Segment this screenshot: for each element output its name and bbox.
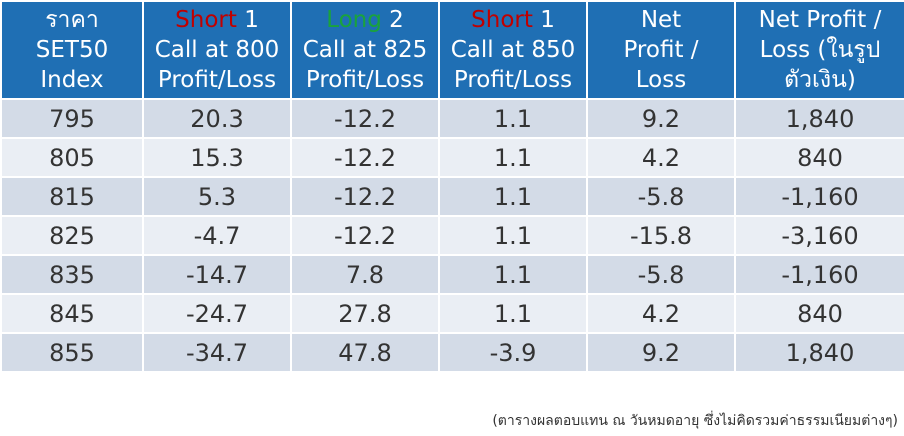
table-row: 845 -24.7 27.8 1.1 4.2 840 <box>0 293 904 334</box>
table-row: 805 15.3 -12.2 1.1 4.2 840 <box>0 137 904 178</box>
cell-net: 9.2 <box>586 332 736 373</box>
cell-net: -5.8 <box>586 176 736 217</box>
cell-short-800: -4.7 <box>142 215 292 256</box>
position-long-label: Long <box>326 7 382 33</box>
table-row: 855 -34.7 47.8 -3.9 9.2 1,840 <box>0 332 904 373</box>
cell-net-baht: -1,160 <box>734 254 904 295</box>
cell-short-850: 1.1 <box>438 215 588 256</box>
cell-net-baht: 1,840 <box>734 332 904 373</box>
cell-net: 9.2 <box>586 98 736 139</box>
cell-short-850: 1.1 <box>438 293 588 334</box>
cell-net-baht: 840 <box>734 293 904 334</box>
cell-short-850: -3.9 <box>438 332 588 373</box>
header-set50-index: ราคา SET50 Index <box>0 0 144 100</box>
cell-net-baht: -3,160 <box>734 215 904 256</box>
cell-long-825: 7.8 <box>290 254 440 295</box>
cell-short-800: -14.7 <box>142 254 292 295</box>
cell-long-825: 27.8 <box>290 293 440 334</box>
cell-short-800: -24.7 <box>142 293 292 334</box>
cell-net: 4.2 <box>586 137 736 178</box>
table-row: 835 -14.7 7.8 1.1 -5.8 -1,160 <box>0 254 904 295</box>
cell-short-850: 1.1 <box>438 176 588 217</box>
payoff-table: ราคา SET50 Index Short 1 Call at 800 Pro… <box>0 0 904 373</box>
cell-net-baht: 840 <box>734 137 904 178</box>
cell-index: 815 <box>0 176 144 217</box>
cell-net-baht: -1,160 <box>734 176 904 217</box>
cell-short-800: 20.3 <box>142 98 292 139</box>
cell-index: 825 <box>0 215 144 256</box>
header-short-call-850: Short 1 Call at 850 Profit/Loss <box>438 0 588 100</box>
header-short-call-800: Short 1 Call at 800 Profit/Loss <box>142 0 292 100</box>
footnote: (ตารางผลตอบแทน ณ วันหมดอายุ ซึ่งไม่คิดรว… <box>492 413 898 429</box>
table-row: 795 20.3 -12.2 1.1 9.2 1,840 <box>0 98 904 139</box>
cell-short-850: 1.1 <box>438 137 588 178</box>
cell-long-825: -12.2 <box>290 215 440 256</box>
cell-short-850: 1.1 <box>438 98 588 139</box>
cell-net: 4.2 <box>586 293 736 334</box>
header-long-call-825: Long 2 Call at 825 Profit/Loss <box>290 0 440 100</box>
position-short-label: Short <box>471 7 533 33</box>
table-row: 815 5.3 -12.2 1.1 -5.8 -1,160 <box>0 176 904 217</box>
position-short-label: Short <box>175 7 237 33</box>
cell-net-baht: 1,840 <box>734 98 904 139</box>
cell-short-800: 15.3 <box>142 137 292 178</box>
table-row: 825 -4.7 -12.2 1.1 -15.8 -3,160 <box>0 215 904 256</box>
cell-index: 845 <box>0 293 144 334</box>
cell-index: 805 <box>0 137 144 178</box>
header-row: ราคา SET50 Index Short 1 Call at 800 Pro… <box>0 0 904 100</box>
cell-short-850: 1.1 <box>438 254 588 295</box>
cell-short-800: 5.3 <box>142 176 292 217</box>
cell-long-825: -12.2 <box>290 98 440 139</box>
header-net-profit-loss: Net Profit / Loss <box>586 0 736 100</box>
cell-net: -15.8 <box>586 215 736 256</box>
cell-long-825: -12.2 <box>290 137 440 178</box>
cell-net: -5.8 <box>586 254 736 295</box>
cell-long-825: 47.8 <box>290 332 440 373</box>
cell-index: 855 <box>0 332 144 373</box>
header-net-profit-loss-baht: Net Profit / Loss (ในรูป ตัวเงิน) <box>734 0 904 100</box>
cell-long-825: -12.2 <box>290 176 440 217</box>
cell-index: 835 <box>0 254 144 295</box>
cell-short-800: -34.7 <box>142 332 292 373</box>
cell-index: 795 <box>0 98 144 139</box>
